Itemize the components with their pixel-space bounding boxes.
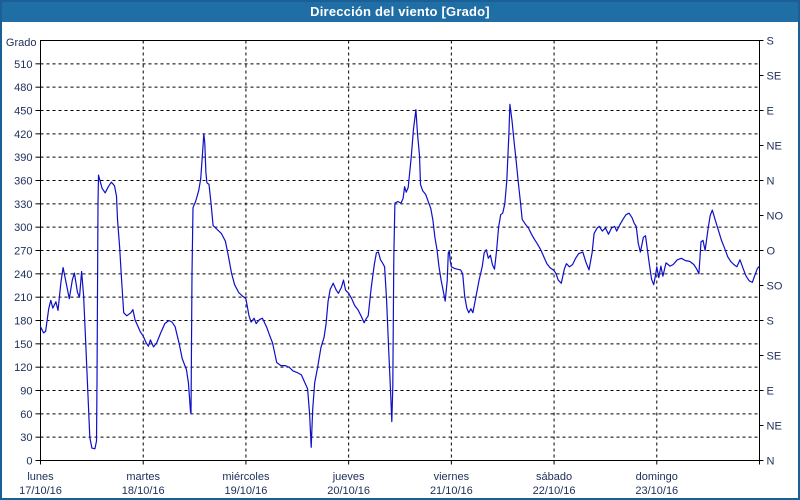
left-tick-label: 270	[14, 246, 32, 258]
day-name-label: sábado	[536, 471, 572, 483]
right-tick-label: SE	[767, 71, 782, 83]
left-tick-label: 180	[14, 316, 32, 328]
day-name-label: martes	[126, 471, 160, 483]
left-tick-label: 90	[20, 386, 32, 398]
day-date-label: 21/10/16	[430, 485, 473, 497]
day-date-label: 17/10/16	[19, 485, 62, 497]
left-tick-label: 300	[14, 222, 32, 234]
right-tick-label: NO	[767, 211, 784, 223]
right-tick-label: N	[767, 456, 775, 468]
right-tick-label: NE	[767, 141, 782, 153]
left-tick-label: 510	[14, 59, 32, 71]
left-tick-label: 450	[14, 106, 32, 118]
right-tick-label: SO	[767, 281, 783, 293]
left-tick-label: 480	[14, 82, 32, 94]
right-tick-label: O	[767, 246, 776, 258]
left-tick-label: 30	[20, 432, 32, 444]
right-tick-label: E	[767, 106, 774, 118]
right-tick-label: SE	[767, 351, 782, 363]
day-name-label: jueves	[332, 471, 365, 483]
wind-direction-line	[39, 103, 761, 450]
window-title: Dirección del viento [Grado]	[310, 4, 490, 19]
right-tick-label: S	[767, 36, 774, 48]
left-axis-title: Grado	[6, 37, 37, 49]
right-tick-label: N	[767, 176, 775, 188]
right-tick-label: S	[767, 316, 774, 328]
right-tick-label: NE	[767, 421, 782, 433]
day-name-label: viernes	[434, 471, 470, 483]
right-tick-label: E	[767, 386, 774, 398]
day-date-label: 18/10/16	[122, 485, 165, 497]
day-name-label: lunes	[27, 471, 54, 483]
day-date-label: 22/10/16	[533, 485, 576, 497]
left-tick-label: 240	[14, 269, 32, 281]
left-tick-label: 390	[14, 152, 32, 164]
left-tick-label: 60	[20, 409, 32, 421]
day-date-label: 23/10/16	[635, 485, 678, 497]
left-tick-label: 0	[26, 456, 32, 468]
title-bar: Dirección del viento [Grado]	[2, 2, 798, 22]
left-tick-label: 150	[14, 339, 32, 351]
day-date-label: 20/10/16	[327, 485, 370, 497]
day-date-label: 19/10/16	[225, 485, 268, 497]
left-tick-label: 420	[14, 129, 32, 141]
day-name-label: domingo	[636, 471, 678, 483]
left-tick-label: 120	[14, 362, 32, 374]
plot-border	[40, 40, 760, 461]
left-tick-label: 210	[14, 292, 32, 304]
day-name-label: miércoles	[222, 471, 270, 483]
left-tick-label: 330	[14, 199, 32, 211]
left-tick-label: 360	[14, 176, 32, 188]
